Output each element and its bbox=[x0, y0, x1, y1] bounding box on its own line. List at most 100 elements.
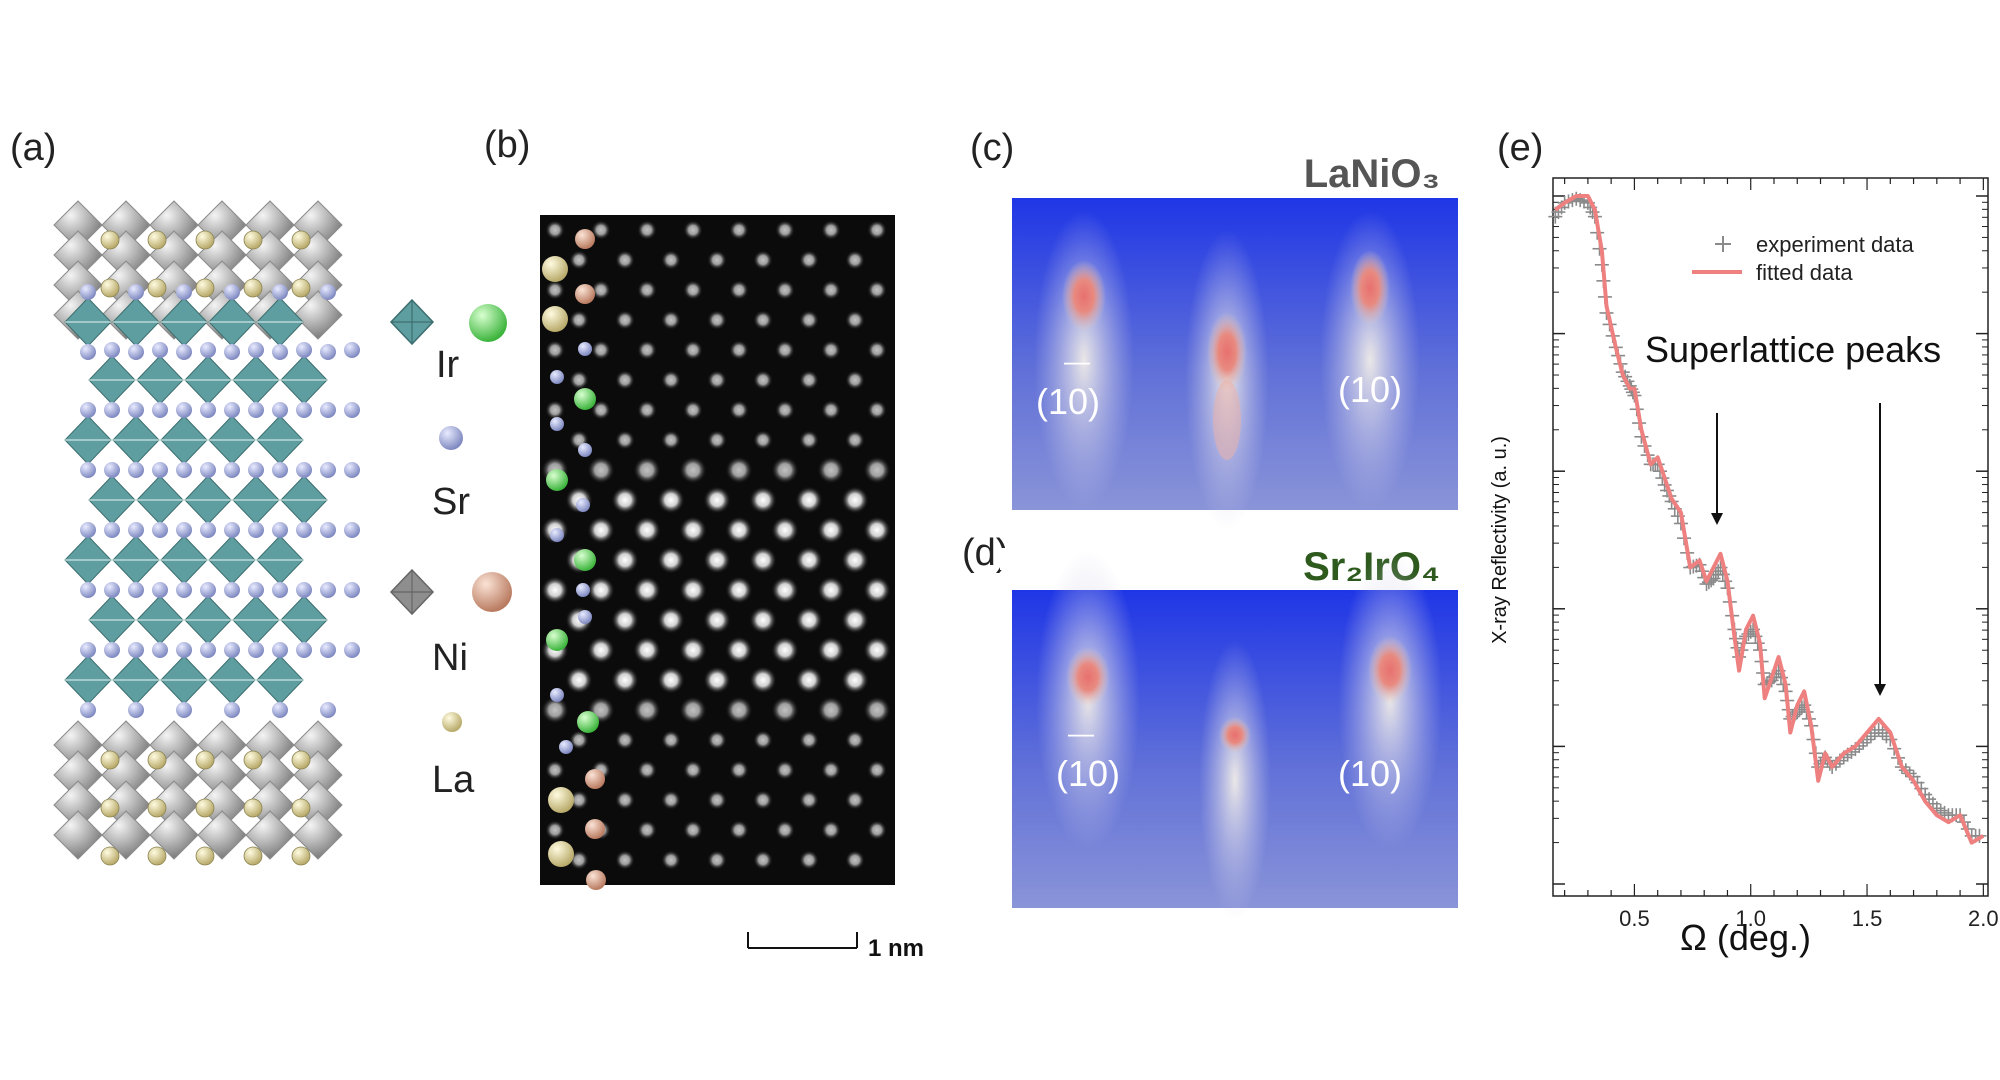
sr-atom bbox=[176, 284, 192, 300]
la-atom bbox=[243, 798, 263, 818]
sr-atom bbox=[320, 702, 336, 718]
atom-column bbox=[637, 220, 657, 240]
la-atom bbox=[147, 798, 167, 818]
sr-atom bbox=[296, 582, 312, 598]
atom-column bbox=[863, 636, 891, 664]
atom-column bbox=[591, 220, 611, 240]
sr-atom bbox=[80, 522, 96, 538]
ni-octahedron bbox=[245, 810, 295, 860]
atom-column bbox=[729, 220, 749, 240]
atom-column bbox=[749, 666, 777, 694]
atom-column bbox=[771, 516, 799, 544]
sr-atom-icon bbox=[439, 426, 463, 450]
sr-atom bbox=[80, 344, 96, 360]
x-tick-label: 1.5 bbox=[1852, 906, 1883, 931]
sr-atom bbox=[200, 402, 216, 418]
atom-column bbox=[565, 666, 593, 694]
la-atom bbox=[195, 278, 215, 298]
la-atom bbox=[195, 846, 215, 866]
atom-column bbox=[657, 486, 685, 514]
sr-atom bbox=[104, 582, 120, 598]
sr-atom bbox=[344, 582, 360, 598]
ir-column-marker bbox=[546, 629, 568, 651]
atom-column bbox=[729, 280, 749, 300]
y-axis-label: X-ray Reflectivity (a. u.) bbox=[1489, 436, 1511, 644]
sr-atom bbox=[248, 342, 264, 358]
atom-column bbox=[817, 696, 845, 724]
atom-column bbox=[657, 546, 685, 574]
la-column-marker bbox=[548, 841, 574, 867]
sr-atom bbox=[320, 582, 336, 598]
sr-column-marker bbox=[578, 342, 592, 356]
ni-octahedron bbox=[53, 810, 103, 860]
scale-bar: 1 nm bbox=[747, 932, 924, 962]
legend-experiment: experiment data bbox=[1756, 232, 1915, 257]
atom-column bbox=[615, 370, 635, 390]
sr-atom bbox=[80, 582, 96, 598]
ir-column-marker bbox=[574, 388, 596, 410]
sr-atom bbox=[344, 462, 360, 478]
la-atom bbox=[100, 278, 120, 298]
atom-column bbox=[753, 370, 773, 390]
sr-atom bbox=[176, 462, 192, 478]
ni-column-marker bbox=[575, 284, 595, 304]
sr-atom bbox=[200, 582, 216, 598]
atom-column bbox=[679, 636, 707, 664]
diffraction-spot bbox=[1368, 636, 1412, 704]
sr-atom bbox=[344, 642, 360, 658]
sr-atom bbox=[152, 642, 168, 658]
atom-column bbox=[753, 310, 773, 330]
crystal-structure bbox=[53, 200, 360, 866]
sr-atom bbox=[224, 462, 240, 478]
atom-column bbox=[725, 456, 753, 484]
atom-column bbox=[541, 576, 569, 604]
panel-c: (c) LaNiO₃ — (10) (10) bbox=[970, 127, 1458, 530]
la-atom bbox=[147, 230, 167, 250]
atom-column bbox=[817, 636, 845, 664]
atom-column bbox=[615, 790, 635, 810]
sr-atom bbox=[296, 402, 312, 418]
panel-a: (a) Ir Sr Ni La bbox=[10, 127, 512, 866]
panel-e-label: (e) bbox=[1497, 127, 1543, 169]
atom-column bbox=[611, 546, 639, 574]
panel-b: (b) 1 nm bbox=[484, 124, 924, 962]
miller-index-left-c: (10) bbox=[1036, 381, 1100, 422]
atom-column bbox=[707, 790, 727, 810]
atom-column bbox=[775, 220, 795, 240]
diffraction-spot bbox=[1062, 260, 1106, 332]
sr-atom bbox=[320, 284, 336, 300]
atom-column bbox=[615, 430, 635, 450]
atom-column bbox=[683, 820, 703, 840]
la-atom-icon bbox=[442, 712, 462, 732]
atom-column bbox=[753, 850, 773, 870]
sr-column-marker bbox=[578, 443, 592, 457]
sr-atom bbox=[128, 642, 144, 658]
sr-atom bbox=[80, 462, 96, 478]
atom-column bbox=[799, 250, 819, 270]
sr-atom bbox=[104, 642, 120, 658]
atom-column bbox=[771, 696, 799, 724]
atom-column bbox=[637, 400, 657, 420]
atom-column bbox=[817, 576, 845, 604]
sr-atom bbox=[224, 702, 240, 718]
sr-atom bbox=[200, 342, 216, 358]
sr-atom bbox=[296, 342, 312, 358]
atom-column bbox=[587, 576, 615, 604]
sr-atom bbox=[104, 342, 120, 358]
atom-column bbox=[821, 400, 841, 420]
atom-column bbox=[637, 820, 657, 840]
atom-column bbox=[683, 280, 703, 300]
atom-column bbox=[795, 486, 823, 514]
sr-atom bbox=[224, 522, 240, 538]
sr-atom bbox=[128, 344, 144, 360]
sr-atom bbox=[152, 462, 168, 478]
atom-column bbox=[725, 636, 753, 664]
atom-column bbox=[753, 250, 773, 270]
la-column-marker bbox=[542, 306, 568, 332]
atom-column bbox=[841, 606, 869, 634]
sr-atom bbox=[272, 462, 288, 478]
sr-atom bbox=[320, 522, 336, 538]
la-column-marker bbox=[542, 256, 568, 282]
sr-atom bbox=[128, 284, 144, 300]
atom-column bbox=[611, 486, 639, 514]
